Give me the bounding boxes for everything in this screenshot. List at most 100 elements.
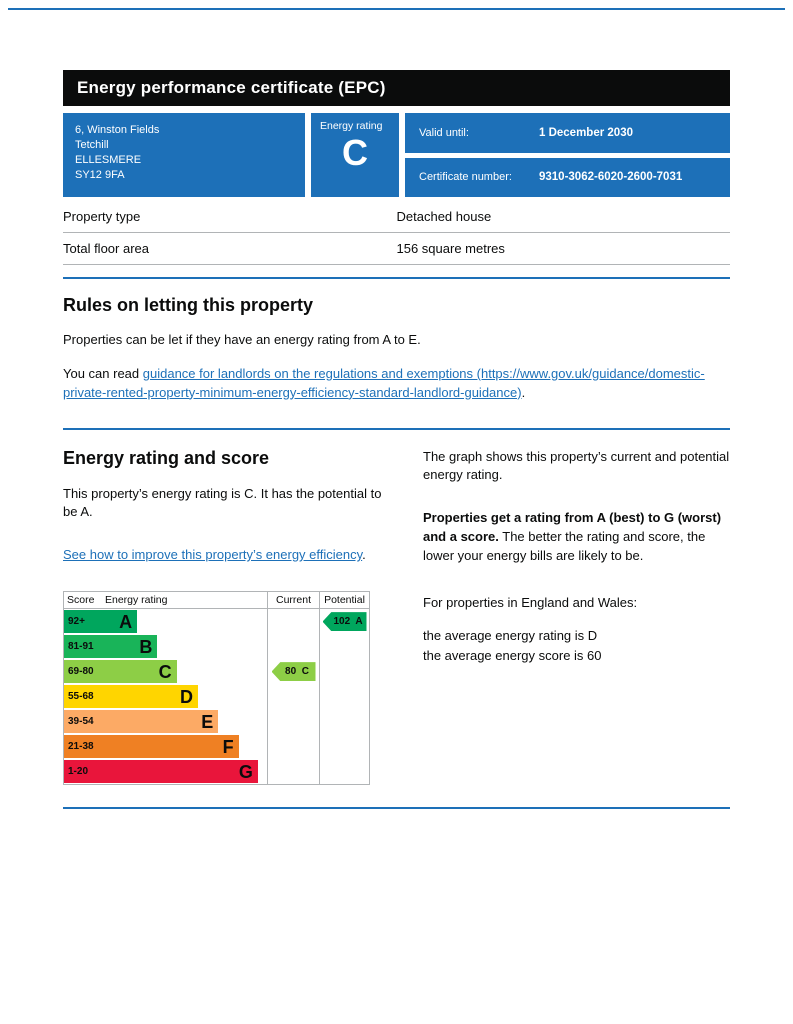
chart-rating-header: Energy rating: [105, 594, 168, 607]
energy-rating-heading: Energy rating and score: [63, 447, 270, 468]
letting-rules-heading: Rules on letting this property: [63, 295, 314, 315]
potential-rating-marker: 102 A: [322, 612, 367, 632]
floor-area-label: Total floor area: [63, 232, 397, 265]
summary-panel: 6, Winston Fields Tetchill ELLESMERE SY1…: [63, 113, 730, 197]
ratings-explainer-rest: The better the rating and score, the low…: [423, 529, 706, 563]
address-line: Tetchill: [75, 138, 109, 151]
rating-band-d: 55-68 D: [64, 685, 198, 709]
energy-rating-box: Energy rating C: [311, 113, 399, 197]
band-letter: C: [158, 661, 172, 682]
chart-header-row: Score Energy rating Current Potential: [64, 592, 369, 610]
band-score-range: 69-80: [68, 666, 94, 678]
epc-band-row-d: 55-68 D: [64, 684, 369, 710]
rating-band-f: 21-38 F: [64, 735, 239, 759]
ratings-explainer-bold: Properties get a rating from A (best) to…: [423, 510, 722, 545]
address-box: 6, Winston Fields Tetchill ELLESMERE SY1…: [63, 113, 305, 197]
energy-rating-left-column: Energy rating and score This property’s …: [63, 448, 393, 786]
certificate-meta-boxes: Valid until: 1 December 2030 Certificate…: [405, 113, 730, 197]
current-column-cell: [267, 709, 319, 735]
improve-efficiency-link[interactable]: See how to improve this property’s energ…: [63, 547, 363, 563]
epc-band-row-a: 92+ A 102 A: [64, 609, 369, 635]
band-score-range: 39-54: [68, 716, 94, 728]
address-line: SY12 9FA: [75, 168, 125, 181]
section-divider: [63, 277, 730, 279]
section-divider: [63, 807, 730, 810]
rating-summary-paragraph: This property’s energy rating is C. It h…: [63, 485, 382, 520]
rating-band-g: 1-20 G: [64, 760, 258, 784]
potential-column-cell: [319, 709, 369, 735]
certificate-number-box: Certificate number: 9310-3062-6020-2600-…: [405, 157, 730, 197]
band-cell: 92+ A: [64, 609, 267, 634]
average-score-line: the average energy score is 60: [423, 648, 602, 664]
chart-potential-header: Potential: [319, 592, 369, 609]
band-letter: G: [238, 761, 253, 782]
band-score-range: 92+: [68, 616, 85, 628]
epc-band-row-b: 81-91 B: [64, 634, 369, 660]
valid-until-box: Valid until: 1 December 2030: [405, 113, 730, 153]
improve-suffix-text: .: [362, 547, 366, 563]
band-score-range: 21-38: [68, 741, 94, 753]
chart-bands: 92+ A 102 A 81-91 B 69-80 C 80 C 55-68 D 39-54 E 21-…: [64, 609, 369, 785]
rating-band-c: 69-80 C: [64, 660, 177, 684]
current-column-cell: [267, 734, 319, 760]
energy-rating-chart: Score Energy rating Current Potential 92…: [63, 591, 370, 786]
potential-column-cell: [319, 684, 369, 710]
guidance-prefix-text: You can read: [63, 365, 143, 381]
average-rating-line: the average energy rating is D: [423, 627, 598, 643]
valid-until-label: Valid until:: [419, 126, 469, 139]
improve-efficiency-paragraph: See how to improve this property’s energ…: [63, 546, 393, 565]
band-cell: 21-38 F: [64, 734, 267, 759]
current-column-cell: [267, 684, 319, 710]
band-letter: F: [222, 736, 234, 757]
epc-page: Energy performance certificate (EPC) 6, …: [63, 70, 730, 810]
certificate-number-label: Certificate number:: [419, 171, 512, 184]
page-top-divider: [8, 8, 785, 10]
landlord-guidance-paragraph: You can read guidance for landlords on t…: [63, 365, 730, 403]
current-column-cell: [267, 609, 319, 635]
current-rating-marker: 80 C: [271, 662, 316, 682]
table-row: Property type Detached house: [63, 201, 730, 233]
letting-rules-section: Rules on letting this property Propertie…: [63, 295, 730, 403]
band-letter: E: [201, 711, 214, 732]
landlord-guidance-link[interactable]: guidance for landlords on the regulation…: [63, 365, 705, 400]
energy-rating-section: Energy rating and score This property’s …: [63, 448, 730, 786]
band-score-range: 81-91: [68, 641, 94, 653]
current-column-cell: [267, 759, 319, 785]
england-wales-paragraph: For properties in England and Wales:: [423, 594, 638, 610]
potential-column-cell: [319, 634, 369, 660]
band-score-range: 55-68: [68, 691, 94, 703]
rating-band-a: 92+ A: [64, 610, 138, 634]
rating-band-e: 39-54 E: [64, 710, 219, 734]
band-score-range: 1-20: [68, 766, 89, 778]
floor-area-value: 156 square metres: [396, 232, 730, 265]
ratings-explainer-paragraph: Properties get a rating from A (best) to…: [423, 509, 730, 566]
band-cell: 39-54 E: [64, 709, 267, 734]
page-title-bar: Energy performance certificate (EPC): [63, 70, 730, 106]
section-divider: [63, 427, 730, 430]
epc-band-row-e: 39-54 E: [64, 709, 369, 735]
band-cell: 81-91 B: [64, 634, 267, 659]
epc-band-row-c: 69-80 C 80 C: [64, 659, 369, 685]
epc-band-row-g: 1-20 G: [64, 759, 369, 785]
address-line: 6, Winston Fields: [75, 124, 160, 136]
band-cell: 69-80 C: [64, 659, 267, 684]
valid-until-value: 1 December 2030: [539, 126, 633, 139]
band-cell: 55-68 D: [64, 684, 267, 709]
epc-band-row-f: 21-38 F: [64, 734, 369, 760]
band-letter: B: [139, 636, 153, 657]
guidance-suffix-text: .: [521, 384, 526, 400]
certificate-number-value: 9310-3062-6020-2600-7031: [539, 171, 683, 184]
band-letter: A: [119, 611, 133, 632]
energy-rating-label: Energy rating: [320, 120, 383, 132]
potential-column-cell: [319, 759, 369, 785]
property-type-label: Property type: [63, 201, 397, 233]
property-type-value: Detached house: [396, 201, 730, 233]
address-line: ELLESMERE: [75, 153, 142, 166]
graph-explainer-paragraph: The graph shows this property’s current …: [423, 448, 730, 483]
band-cell: 1-20 G: [64, 759, 267, 784]
band-letter: D: [179, 686, 193, 707]
rating-band-b: 81-91 B: [64, 635, 158, 659]
table-row: Total floor area 156 square metres: [63, 232, 730, 265]
current-column-cell: 80 C: [267, 659, 319, 685]
current-column-cell: [267, 634, 319, 660]
